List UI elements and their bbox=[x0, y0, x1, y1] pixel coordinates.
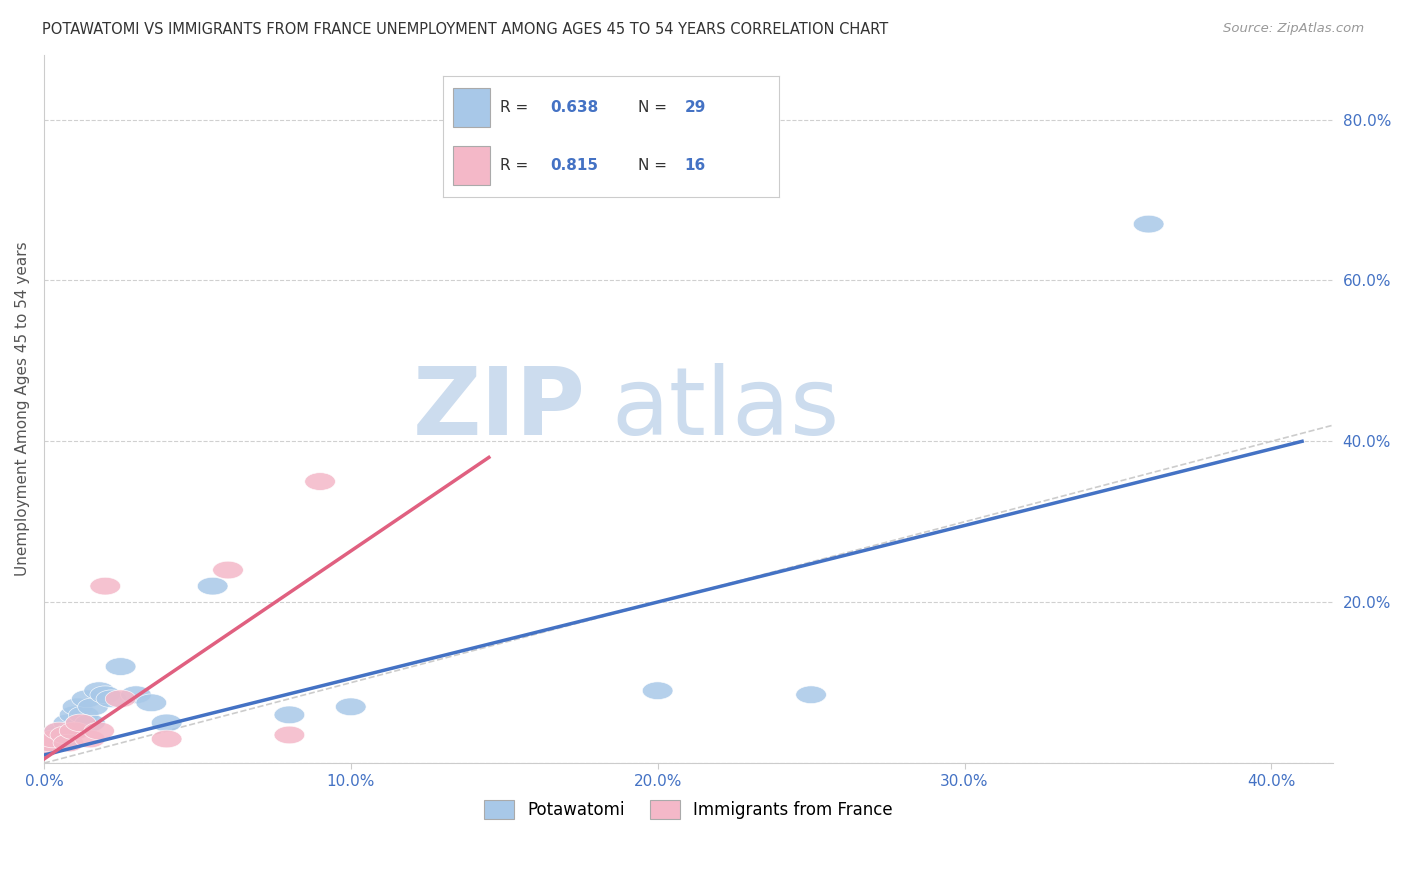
Ellipse shape bbox=[121, 686, 152, 704]
Ellipse shape bbox=[336, 698, 366, 715]
Ellipse shape bbox=[96, 690, 127, 707]
Ellipse shape bbox=[46, 731, 77, 747]
Ellipse shape bbox=[31, 739, 62, 756]
Ellipse shape bbox=[31, 739, 62, 756]
Ellipse shape bbox=[90, 686, 121, 704]
Ellipse shape bbox=[305, 473, 336, 491]
Ellipse shape bbox=[65, 714, 96, 731]
Ellipse shape bbox=[84, 681, 114, 699]
Ellipse shape bbox=[69, 706, 100, 723]
Text: ZIP: ZIP bbox=[412, 363, 585, 455]
Ellipse shape bbox=[35, 734, 65, 752]
Ellipse shape bbox=[75, 714, 105, 731]
Ellipse shape bbox=[90, 577, 121, 595]
Ellipse shape bbox=[152, 714, 181, 731]
Ellipse shape bbox=[62, 698, 93, 715]
Ellipse shape bbox=[38, 734, 69, 752]
Ellipse shape bbox=[84, 723, 114, 739]
Ellipse shape bbox=[197, 577, 228, 595]
Ellipse shape bbox=[274, 706, 305, 723]
Ellipse shape bbox=[152, 731, 181, 747]
Ellipse shape bbox=[77, 698, 108, 715]
Text: POTAWATOMI VS IMMIGRANTS FROM FRANCE UNEMPLOYMENT AMONG AGES 45 TO 54 YEARS CORR: POTAWATOMI VS IMMIGRANTS FROM FRANCE UNE… bbox=[42, 22, 889, 37]
Text: atlas: atlas bbox=[612, 363, 839, 455]
Ellipse shape bbox=[59, 723, 90, 739]
Ellipse shape bbox=[44, 723, 75, 739]
Ellipse shape bbox=[44, 723, 75, 739]
Ellipse shape bbox=[105, 690, 136, 707]
Ellipse shape bbox=[41, 726, 72, 744]
Ellipse shape bbox=[212, 561, 243, 579]
Ellipse shape bbox=[796, 686, 827, 704]
Ellipse shape bbox=[105, 657, 136, 675]
Ellipse shape bbox=[38, 731, 69, 747]
Ellipse shape bbox=[1133, 215, 1164, 233]
Ellipse shape bbox=[51, 734, 80, 752]
Y-axis label: Unemployment Among Ages 45 to 54 years: Unemployment Among Ages 45 to 54 years bbox=[15, 242, 30, 576]
Ellipse shape bbox=[65, 714, 96, 731]
Ellipse shape bbox=[35, 731, 65, 747]
Ellipse shape bbox=[136, 694, 167, 712]
Ellipse shape bbox=[72, 690, 103, 707]
Ellipse shape bbox=[75, 731, 105, 747]
Ellipse shape bbox=[53, 714, 84, 731]
Ellipse shape bbox=[274, 726, 305, 744]
Ellipse shape bbox=[643, 681, 673, 699]
Ellipse shape bbox=[51, 726, 80, 744]
Ellipse shape bbox=[53, 734, 84, 752]
Text: Source: ZipAtlas.com: Source: ZipAtlas.com bbox=[1223, 22, 1364, 36]
Legend: Potawatomi, Immigrants from France: Potawatomi, Immigrants from France bbox=[477, 793, 900, 826]
Ellipse shape bbox=[59, 706, 90, 723]
Ellipse shape bbox=[56, 723, 87, 739]
